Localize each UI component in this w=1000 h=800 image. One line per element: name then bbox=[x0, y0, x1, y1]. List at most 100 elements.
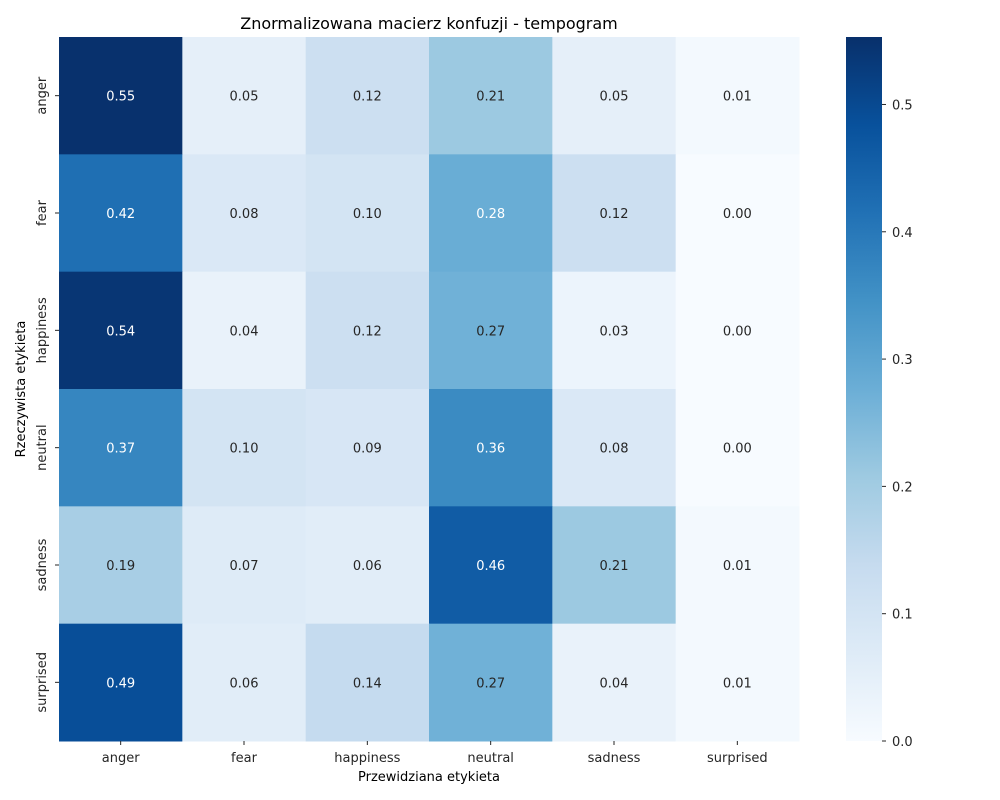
cell-value-label: 0.06 bbox=[230, 676, 259, 691]
heatmap-cell bbox=[305, 271, 430, 390]
cell-value-label: 0.04 bbox=[600, 676, 629, 691]
heatmap-cell bbox=[59, 154, 183, 273]
y-tick-label: happiness bbox=[35, 297, 50, 363]
colorbar: 0.0 0.1 0.2 0.3 0.4 0.5 bbox=[846, 37, 913, 750]
cell-value-label: 0.06 bbox=[353, 559, 382, 574]
cell-value-label: 0.54 bbox=[106, 324, 135, 339]
cell-value-label: 0.14 bbox=[353, 676, 382, 691]
x-tick-label: surprised bbox=[707, 751, 768, 766]
heatmap-cell bbox=[182, 271, 307, 390]
colorbar-tick-label: 0.5 bbox=[892, 98, 913, 113]
heatmap-cell bbox=[552, 154, 677, 273]
heatmap-cell bbox=[305, 506, 430, 625]
y-axis-label: Rzeczywista etykieta bbox=[14, 321, 29, 458]
y-tick-label: anger bbox=[35, 76, 50, 114]
cell-value-label: 0.21 bbox=[600, 559, 629, 574]
heatmap-cell bbox=[552, 271, 677, 390]
cell-value-label: 0.12 bbox=[353, 90, 382, 105]
heatmap-cell bbox=[59, 623, 183, 742]
colorbar-gradient bbox=[846, 37, 882, 741]
heatmap-cell bbox=[182, 154, 307, 273]
cell-value-label: 0.08 bbox=[600, 442, 629, 457]
heatmap-cell bbox=[182, 389, 307, 507]
colorbar-ticks: 0.0 0.1 0.2 0.3 0.4 0.5 bbox=[882, 98, 913, 750]
x-tick-label: neutral bbox=[467, 751, 514, 766]
heatmap-cell bbox=[59, 271, 183, 390]
x-tick-label: sadness bbox=[588, 751, 641, 766]
x-axis-ticks: anger fear happiness neutral sadness surprise… bbox=[102, 741, 768, 766]
cell-value-label: 0.01 bbox=[723, 90, 752, 105]
heatmap-cell bbox=[429, 506, 553, 625]
cell-value-label: 0.12 bbox=[600, 207, 629, 222]
cell-value-label: 0.21 bbox=[476, 90, 505, 105]
heatmap-cell bbox=[305, 623, 430, 742]
heatmap-cell bbox=[59, 37, 183, 155]
cell-value-label: 0.00 bbox=[723, 207, 752, 222]
cell-value-label: 0.27 bbox=[476, 676, 505, 691]
x-tick-label: happiness bbox=[334, 751, 400, 766]
colorbar-tick-label: 0.2 bbox=[892, 480, 913, 495]
cell-value-label: 0.42 bbox=[106, 207, 135, 222]
x-tick-label: anger bbox=[102, 751, 140, 766]
cell-value-label: 0.07 bbox=[230, 559, 259, 574]
y-tick-label: fear bbox=[35, 199, 50, 226]
heatmap-cell bbox=[305, 37, 430, 155]
cell-value-label: 0.36 bbox=[476, 442, 505, 457]
heatmap-cell bbox=[675, 154, 800, 273]
chart-title: Znormalizowana macierz konfuzji - tempog… bbox=[240, 14, 618, 33]
colorbar-tick-label: 0.4 bbox=[892, 226, 913, 241]
heatmap-cell bbox=[429, 389, 553, 507]
heatmap-cell bbox=[59, 506, 183, 625]
cell-value-label: 0.04 bbox=[230, 324, 259, 339]
cell-value-label: 0.08 bbox=[230, 207, 259, 222]
y-tick-label: surprised bbox=[35, 652, 50, 713]
heatmap-cell bbox=[182, 623, 307, 742]
colorbar-tick-label: 0.3 bbox=[892, 353, 913, 368]
cell-value-label: 0.46 bbox=[476, 559, 505, 574]
heatmap-cells bbox=[59, 37, 800, 742]
heatmap-cell bbox=[429, 154, 553, 273]
y-axis-ticks: anger fear happiness neutral sadness surprise… bbox=[35, 76, 59, 713]
cell-value-label: 0.10 bbox=[230, 442, 259, 457]
cell-value-label: 0.10 bbox=[353, 207, 382, 222]
cell-value-label: 0.49 bbox=[106, 676, 135, 691]
colorbar-tick-label: 0.1 bbox=[892, 608, 913, 623]
colorbar-tick-label: 0.0 bbox=[892, 735, 913, 750]
heatmap-cell bbox=[182, 506, 307, 625]
heatmap-cell bbox=[182, 37, 307, 155]
cell-value-label: 0.05 bbox=[230, 90, 259, 105]
cell-value-label: 0.12 bbox=[353, 324, 382, 339]
cell-value-label: 0.01 bbox=[723, 676, 752, 691]
heatmap-cell bbox=[552, 506, 677, 625]
heatmap-cell bbox=[675, 37, 800, 155]
cell-value-label: 0.00 bbox=[723, 324, 752, 339]
heatmap-cell bbox=[429, 271, 553, 390]
cell-value-label: 0.55 bbox=[106, 90, 135, 105]
cell-value-label: 0.01 bbox=[723, 559, 752, 574]
cell-value-label: 0.27 bbox=[476, 324, 505, 339]
cell-value-label: 0.28 bbox=[476, 207, 505, 222]
heatmap-cell bbox=[675, 271, 800, 390]
heatmap-cell bbox=[552, 623, 677, 742]
cell-value-label: 0.05 bbox=[600, 90, 629, 105]
heatmap-cell bbox=[429, 623, 553, 742]
heatmap-cell bbox=[675, 389, 800, 507]
heatmap-cell bbox=[429, 37, 553, 155]
cell-value-label: 0.19 bbox=[106, 559, 135, 574]
cell-value-label: 0.03 bbox=[600, 324, 629, 339]
heatmap-cell bbox=[552, 37, 677, 155]
y-tick-label: sadness bbox=[35, 538, 50, 591]
heatmap-cell bbox=[305, 389, 430, 507]
cell-value-label: 0.37 bbox=[106, 442, 135, 457]
heatmap-cell bbox=[305, 154, 430, 273]
heatmap-cell-labels: 0.55 0.05 0.12 0.21 0.05 0.01 0.42 0.08 0.10 0.28… bbox=[106, 90, 752, 692]
heatmap-cell bbox=[59, 389, 183, 507]
y-tick-label: neutral bbox=[35, 424, 50, 471]
heatmap-cell bbox=[675, 506, 800, 625]
x-tick-label: fear bbox=[231, 751, 258, 766]
x-axis-label: Przewidziana etykieta bbox=[358, 770, 500, 785]
heatmap-cell bbox=[552, 389, 677, 507]
heatmap-cell bbox=[675, 623, 800, 742]
cell-value-label: 0.00 bbox=[723, 442, 752, 457]
